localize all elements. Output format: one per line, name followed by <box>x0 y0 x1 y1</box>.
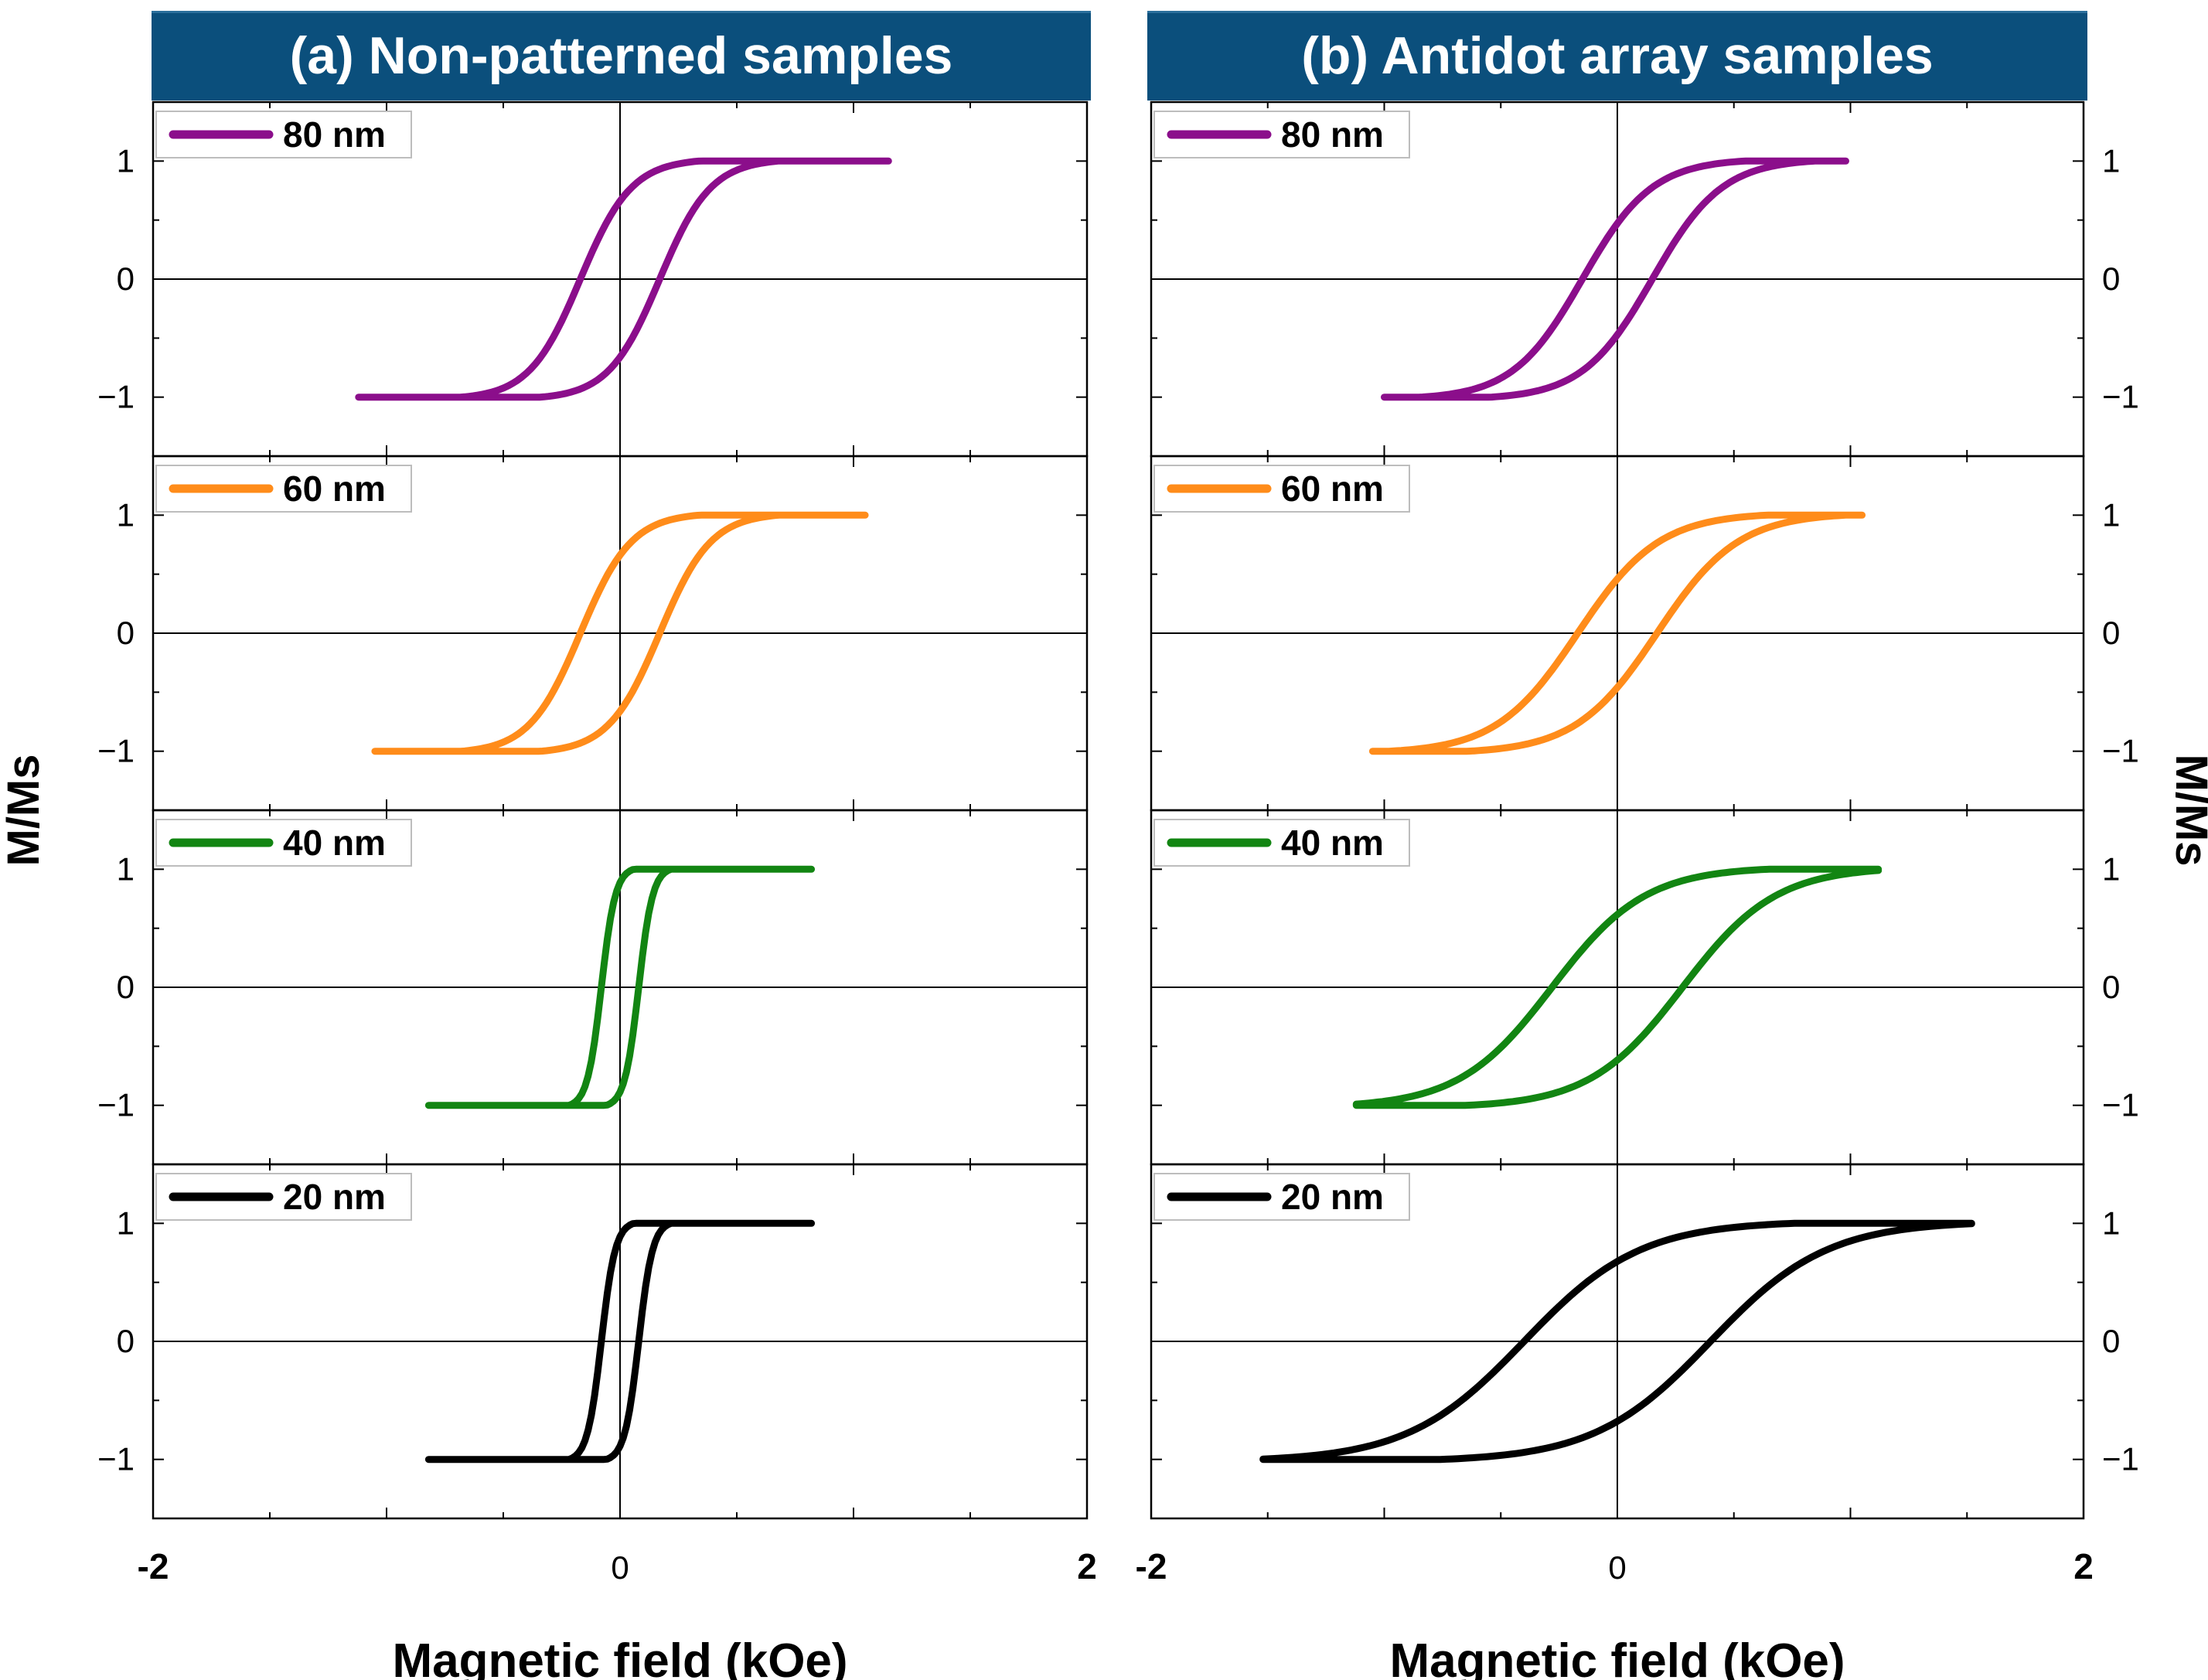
y-tick-label: 1 <box>2102 1205 2120 1241</box>
x-tick-label: 0 <box>611 1549 629 1586</box>
legend: 40 nm <box>155 819 412 867</box>
y-tick-label: 1 <box>117 496 135 533</box>
hysteresis-loop-40-nm <box>1352 865 1883 1109</box>
y-tick-label: 1 <box>117 850 135 887</box>
panel-b: 1 0 −1 80 nm 1 0 −1 60 nm 1 0 −1 40 nm 1 0 −1 20 nm -2 0 2… <box>1136 101 2208 1680</box>
legend-label: 40 nm <box>283 823 386 863</box>
legend: 40 nm <box>1153 819 1410 867</box>
y-tick-label: 1 <box>117 1205 135 1241</box>
y-tick-label: 0 <box>117 1323 135 1359</box>
y-tick-label: −1 <box>97 733 135 769</box>
y-tick-label: 0 <box>117 261 135 297</box>
y-tick-label: −1 <box>97 1087 135 1123</box>
legend-label: 60 nm <box>283 469 386 509</box>
hysteresis-loop-80-nm <box>355 157 892 401</box>
subplot-80-nm: 1 0 −1 80 nm <box>1150 101 2139 458</box>
hysteresis-loop-60-nm <box>371 511 869 755</box>
legend: 60 nm <box>1153 465 1410 513</box>
y-tick-label: 0 <box>117 969 135 1005</box>
y-tick-label: 1 <box>117 142 135 179</box>
y-tick-label: 1 <box>2102 850 2120 887</box>
x-axis-label: Magnetic field (kOe) <box>392 1634 847 1680</box>
subplot-60-nm: 1 0 −1 60 nm <box>1150 455 2139 812</box>
y-tick-label: 1 <box>2102 496 2120 533</box>
subplot-60-nm: 1 0 −1 60 nm <box>97 455 1089 812</box>
y-axis-label: M/Ms <box>2166 755 2208 867</box>
y-tick-label: 0 <box>2102 261 2120 297</box>
y-tick-label: 1 <box>2102 142 2120 179</box>
y-tick-label: −1 <box>2102 1087 2139 1123</box>
subplot-80-nm: 1 0 −1 80 nm <box>97 101 1089 458</box>
x-tick-label: 2 <box>1077 1546 1097 1586</box>
legend-label: 80 nm <box>1281 114 1384 155</box>
panel-a-title: (a) Non-patterned samples <box>152 11 1091 101</box>
x-tick-label: 0 <box>1608 1549 1626 1586</box>
hysteresis-loop-80-nm <box>1381 157 1849 401</box>
x-tick-label: -2 <box>138 1546 169 1586</box>
x-tick-label: 2 <box>2073 1546 2094 1586</box>
legend-label: 80 nm <box>283 114 386 155</box>
y-tick-label: −1 <box>97 379 135 415</box>
x-axis-label: Magnetic field (kOe) <box>1389 1634 1845 1680</box>
hysteresis-loop-20-nm <box>424 1219 816 1464</box>
subplot-40-nm: 1 0 −1 40 nm <box>1150 809 2139 1166</box>
legend-label: 20 nm <box>1281 1177 1384 1217</box>
legend: 20 nm <box>155 1173 412 1221</box>
subplot-20-nm: 1 0 −1 20 nm <box>97 1163 1089 1520</box>
legend-label: 20 nm <box>283 1177 386 1217</box>
legend: 20 nm <box>1153 1173 1410 1221</box>
legend-label: 40 nm <box>1281 823 1384 863</box>
panel-a: 1 0 −1 80 nm 1 0 −1 60 nm 1 0 −1 40 nm 1 0 −1 20 nm -2 0 2… <box>0 101 1097 1680</box>
y-tick-label: −1 <box>97 1441 135 1477</box>
hysteresis-loop-60-nm <box>1368 511 1866 755</box>
y-axis-label: M/Ms <box>0 755 49 867</box>
legend-label: 60 nm <box>1281 469 1384 509</box>
legend: 60 nm <box>155 465 412 513</box>
subplot-40-nm: 1 0 −1 40 nm <box>97 809 1089 1166</box>
x-tick-label: -2 <box>1136 1546 1167 1586</box>
legend: 80 nm <box>1153 111 1410 158</box>
y-tick-label: 0 <box>2102 1323 2120 1359</box>
y-tick-label: 0 <box>2102 969 2120 1005</box>
y-tick-label: −1 <box>2102 379 2139 415</box>
y-tick-label: −1 <box>2102 733 2139 769</box>
panel-b-title: (b) Antidot array samples <box>1147 11 2087 101</box>
subplot-20-nm: 1 0 −1 20 nm <box>1150 1163 2139 1520</box>
legend: 80 nm <box>155 111 412 158</box>
hysteresis-loop-40-nm <box>424 865 816 1109</box>
y-tick-label: 0 <box>2102 615 2120 651</box>
y-tick-label: −1 <box>2102 1441 2139 1477</box>
y-tick-label: 0 <box>117 615 135 651</box>
hysteresis-loop-20-nm <box>1259 1219 1975 1464</box>
